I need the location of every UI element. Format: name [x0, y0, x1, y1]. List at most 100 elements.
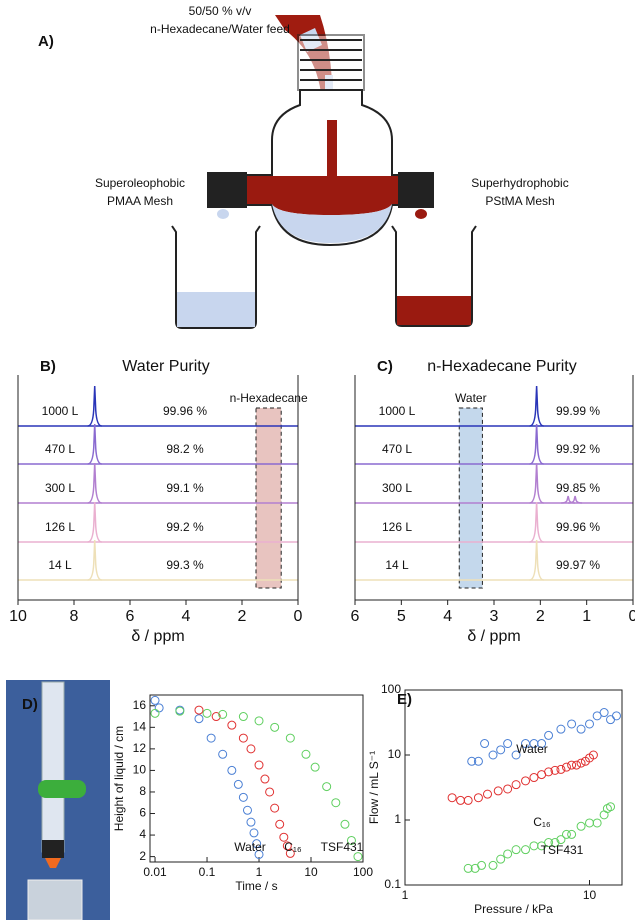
- y-tick-label: 100: [381, 682, 401, 696]
- peak: [529, 385, 544, 427]
- data-point: [483, 789, 493, 799]
- oil-stream: [327, 120, 337, 176]
- x-tick-label: 0: [294, 608, 303, 625]
- panel-label: B): [40, 358, 56, 375]
- data-point: [254, 849, 264, 859]
- left-beaker-water: [177, 292, 255, 327]
- data-point: [353, 852, 363, 862]
- peak: [87, 385, 102, 427]
- data-point: [227, 765, 237, 775]
- x-tick-label: 0.1: [199, 865, 216, 879]
- data-point: [606, 715, 616, 725]
- plot-frame: [404, 689, 623, 886]
- cap: [42, 840, 64, 858]
- peak: [568, 495, 583, 504]
- peak: [529, 423, 544, 465]
- glass-tube: [41, 681, 65, 853]
- feed-label: n-Hexadecane/Water feed: [150, 22, 290, 36]
- water-drop: [217, 209, 229, 219]
- data-point: [576, 758, 586, 768]
- bottle-neck: [297, 34, 365, 91]
- data-point: [529, 841, 539, 851]
- data-point: [233, 779, 243, 789]
- data-point: [473, 756, 483, 766]
- data-point: [301, 749, 311, 759]
- data-point: [265, 787, 275, 797]
- x-tick-label: 5: [397, 608, 406, 625]
- data-point: [544, 730, 554, 740]
- data-point: [550, 838, 560, 848]
- data-point: [238, 712, 248, 722]
- data-point: [463, 795, 473, 805]
- data-point: [260, 774, 270, 784]
- series-name: 14 L: [48, 558, 72, 572]
- x-axis-label: Time / s: [235, 879, 277, 893]
- purity-label: 99.99 %: [556, 404, 600, 418]
- y-tick-label: 4: [139, 827, 146, 841]
- data-point: [567, 760, 577, 770]
- data-point: [279, 832, 289, 842]
- data-point: [592, 818, 602, 828]
- peak: [87, 501, 102, 543]
- y-tick-label: 1: [394, 812, 401, 826]
- data-point: [511, 780, 521, 790]
- data-point: [447, 793, 457, 803]
- mesh-label: Superhydrophobic: [471, 176, 568, 190]
- data-point: [576, 724, 586, 734]
- data-point: [480, 739, 490, 749]
- mesh-label: PStMA Mesh: [485, 194, 554, 208]
- purity-label: 99.1 %: [166, 481, 204, 495]
- panel-title: Water Purity: [122, 358, 209, 375]
- data-point: [194, 705, 204, 715]
- data-point: [218, 749, 228, 759]
- tip: [45, 858, 61, 868]
- data-point: [154, 703, 164, 713]
- peak: [87, 539, 102, 581]
- data-point: [488, 860, 498, 870]
- highlight-region: [458, 407, 483, 589]
- x-tick-label: 3: [490, 608, 499, 625]
- x-tick-label: 4: [182, 608, 191, 625]
- x-tick-label: 0: [629, 608, 635, 625]
- data-point: [463, 863, 473, 873]
- data-point: [285, 733, 295, 743]
- data-point: [473, 793, 483, 803]
- x-tick-label: 6: [126, 608, 135, 625]
- data-point: [503, 739, 513, 749]
- y-axis-label: Flow / mL S⁻¹: [367, 751, 381, 824]
- separator-diagram: [171, 15, 477, 329]
- data-point: [585, 818, 595, 828]
- peak: [87, 462, 102, 504]
- data-point: [282, 841, 292, 851]
- data-point: [550, 765, 560, 775]
- oil-phase: [245, 176, 420, 215]
- data-point: [556, 764, 566, 774]
- data-point: [346, 835, 356, 845]
- data-point: [202, 708, 212, 718]
- data-point: [456, 795, 466, 805]
- purity-label: 98.2 %: [166, 442, 204, 456]
- data-point: [511, 845, 521, 855]
- y-tick-label: 2: [139, 849, 146, 863]
- clamp: [38, 780, 86, 798]
- data-point: [585, 719, 595, 729]
- x-tick-label: 1: [582, 608, 591, 625]
- data-point: [611, 711, 621, 721]
- x-tick-label: 6: [351, 608, 360, 625]
- series-label: TSF431: [321, 840, 364, 854]
- x-tick-label: 2: [238, 608, 247, 625]
- series-name: 14 L: [385, 558, 409, 572]
- x-tick-label: 100: [353, 865, 373, 879]
- data-point: [544, 838, 554, 848]
- x-axis-label: Pressure / kPa: [474, 902, 553, 916]
- series-name: 300 L: [45, 481, 75, 495]
- peak: [529, 462, 544, 504]
- data-point: [544, 767, 554, 777]
- data-point: [496, 854, 506, 864]
- data-point: [270, 803, 280, 813]
- y-tick-label: 6: [139, 806, 146, 820]
- region-label: Water: [455, 391, 487, 405]
- series-label: C₁₆: [533, 815, 551, 829]
